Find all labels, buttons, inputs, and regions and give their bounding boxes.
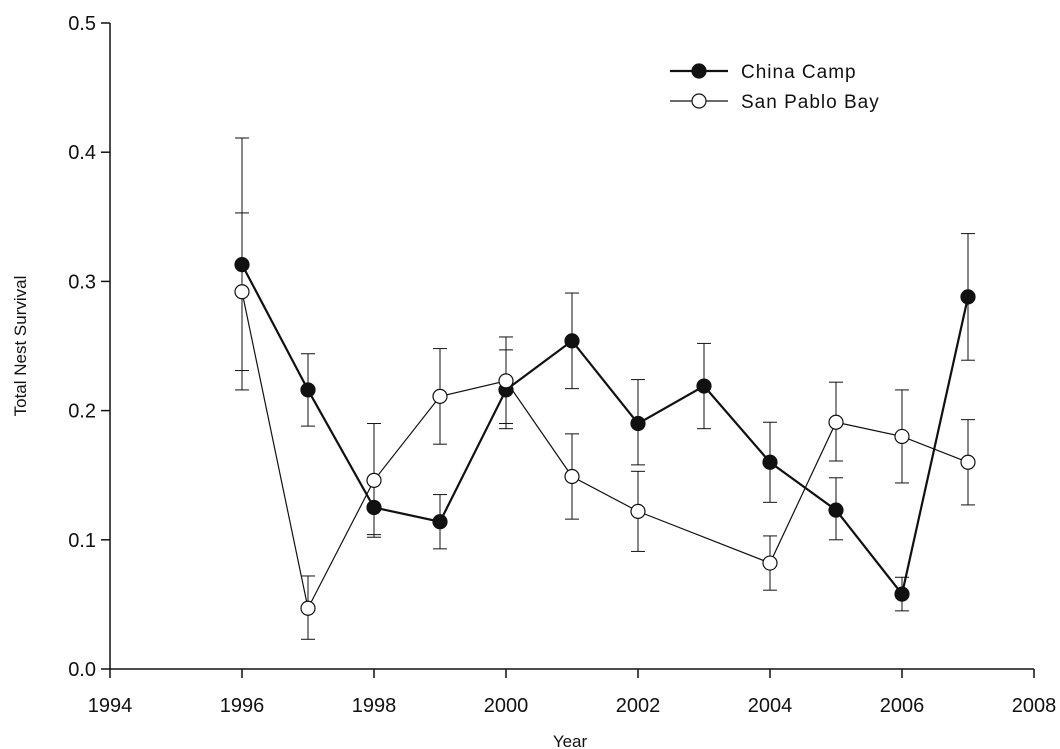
- x-tick-label: 1998: [352, 695, 397, 717]
- series-1-markers: [234, 284, 976, 616]
- x-tick-label: 2008: [1012, 695, 1057, 717]
- series-line: [241, 291, 969, 611]
- y-tick-label: 0.3: [68, 271, 96, 293]
- x-tick-label: 2006: [880, 695, 925, 717]
- data-point: [696, 378, 712, 394]
- x-tick-label: 1996: [220, 695, 265, 717]
- data-point: [828, 414, 844, 430]
- series-line: [241, 264, 970, 597]
- x-tick-label: 1994: [88, 695, 133, 717]
- x-tick-label: 2000: [484, 695, 529, 717]
- data-point: [498, 373, 514, 389]
- data-point: [366, 499, 382, 516]
- data-point: [960, 454, 976, 470]
- x-tick-label: 2004: [748, 695, 793, 717]
- data-point: [300, 600, 316, 616]
- legend-marker: [691, 93, 707, 109]
- x-axis-title: Year: [553, 732, 588, 749]
- legend-item: China Camp: [670, 62, 857, 83]
- data-point: [300, 382, 316, 398]
- axes: 0.0 0.1 0.2 0.3 0.4 0.5 1994 1996 1998 2000 2002 20…: [68, 13, 1056, 717]
- data-point: [762, 555, 778, 571]
- series-layer: [234, 137, 976, 640]
- legend-label: San Pablo Bay: [741, 92, 880, 113]
- legend-marker: [691, 63, 707, 79]
- y-tick-label: 0.2: [68, 401, 96, 423]
- data-point: [762, 454, 778, 470]
- legend-label: China Camp: [741, 62, 857, 83]
- series-0-markers: [234, 257, 976, 602]
- y-tick-label: 0.0: [68, 659, 96, 681]
- y-tick-label: 0.4: [68, 142, 96, 164]
- data-point: [960, 289, 976, 305]
- y-tick-label: 0.1: [68, 530, 96, 552]
- data-point: [234, 284, 250, 300]
- data-point: [564, 333, 580, 349]
- series-1: [235, 212, 975, 640]
- data-point: [894, 428, 910, 445]
- data-point: [366, 472, 382, 488]
- data-point: [828, 502, 844, 518]
- data-point: [630, 415, 646, 432]
- data-point: [234, 257, 250, 273]
- data-point: [564, 468, 580, 485]
- series-0: [235, 137, 975, 612]
- legend: China Camp San Pablo Bay: [670, 62, 880, 113]
- legend-item: San Pablo Bay: [670, 92, 880, 113]
- data-point: [630, 503, 646, 519]
- y-axis-title: Total Nest Survival: [11, 276, 30, 417]
- data-point: [432, 388, 448, 404]
- x-tick-label: 2002: [616, 695, 661, 717]
- data-point: [894, 586, 910, 602]
- data-point: [432, 514, 448, 530]
- y-tick-label: 0.5: [68, 13, 96, 35]
